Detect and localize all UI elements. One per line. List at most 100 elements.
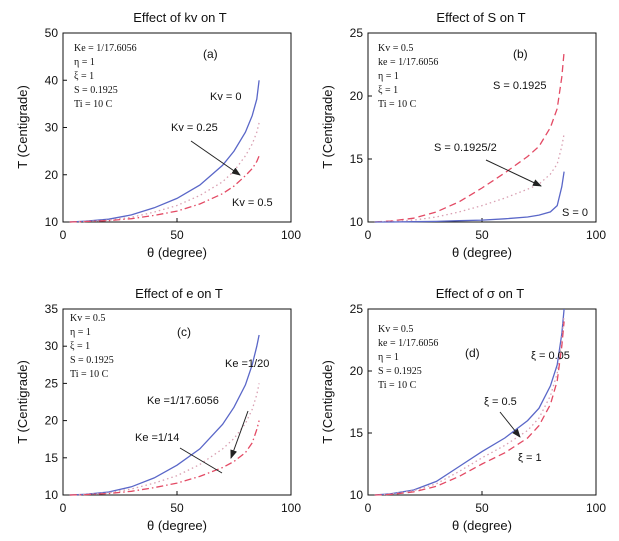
panel-b-title: Effect of S on T xyxy=(436,10,525,25)
panel-d-ytick-label: 20 xyxy=(350,364,364,378)
panel-c-note-ke14: Ke =1/14 xyxy=(135,432,179,444)
panel-d-param-5: Ti = 10 C xyxy=(378,380,417,391)
panel-b-param-5: Ti = 10 C xyxy=(378,99,417,110)
panel-c-ytick-label: 10 xyxy=(45,488,59,502)
panel-d-note-xi1: ξ = 1 xyxy=(518,452,542,464)
panel-a-note-kv025: Kv = 0.25 xyxy=(171,122,218,134)
panel-a-series-3-line xyxy=(69,155,260,223)
panel-a-xlabel: θ (degree) xyxy=(147,245,207,260)
panel-b-arrow xyxy=(485,159,542,187)
panel-c-tag: (c) xyxy=(177,325,191,339)
panel-b-series-3-line xyxy=(374,171,565,223)
panel-c-xlabel: θ (degree) xyxy=(147,518,207,533)
panel-b-xtick-label: 50 xyxy=(475,228,489,242)
panel-a-series-1-line xyxy=(69,80,260,223)
panel-b-note-s1: S = 0.1925 xyxy=(493,80,547,92)
panel-a-param-1: Ke = 1/17.6056 xyxy=(74,43,137,54)
panel-d: Effect of σ on T 0 50 100 10 15 20 25 T (Centi… xyxy=(320,286,606,533)
panel-a-ytick-label: 50 xyxy=(45,26,59,40)
panel-a: Effect of kv on T 0 50 100 10 20 30 40 50 T (Ce… xyxy=(15,10,301,260)
panel-b-axes-box xyxy=(367,32,597,223)
panel-b-ytick-label: 10 xyxy=(350,215,364,229)
panel-b-param-4: ξ = 1 xyxy=(378,85,398,96)
panel-c-param-2: η = 1 xyxy=(70,327,91,338)
panel-a-tag: (a) xyxy=(203,47,218,61)
panel-a-xtick-label: 100 xyxy=(281,228,301,242)
panel-c-series-2-line xyxy=(69,383,260,496)
panel-c-note-ke20: Ke =1/20 xyxy=(225,358,269,370)
panel-b-ytick-label: 15 xyxy=(350,152,364,166)
panel-a-param-4: S = 0.1925 xyxy=(74,85,118,96)
panel-a-title: Effect of kv on T xyxy=(133,10,227,25)
panel-b-param-2: ke = 1/17.6056 xyxy=(378,57,438,68)
panel-a-param-5: Ti = 10 C xyxy=(74,99,113,110)
panel-d-xtick-label: 50 xyxy=(475,501,489,515)
panel-b-note-s2: S = 0.1925/2 xyxy=(434,142,497,154)
panel-c-arrow xyxy=(230,410,249,459)
panel-c-series-3-line xyxy=(69,420,260,496)
panel-c-leader xyxy=(179,447,223,474)
panel-c: Effect of e on T 0 50 100 10 15 20 25 30 35 T (C… xyxy=(15,286,301,533)
panel-b-ylabel: T (Centigrade) xyxy=(320,85,335,169)
panel-d-ytick-label: 15 xyxy=(350,426,364,440)
panel-b-ytick-label: 25 xyxy=(350,26,364,40)
panel-b-series-1-line xyxy=(374,51,565,223)
panel-d-xlabel: θ (degree) xyxy=(452,518,512,533)
panel-d-xtick-label: 100 xyxy=(586,501,606,515)
panel-d-series-1-line xyxy=(374,308,565,496)
panel-a-ytick-label: 10 xyxy=(45,215,59,229)
panel-b-xtick-label: 0 xyxy=(365,228,372,242)
panel-d-note-xi05: ξ = 0.5 xyxy=(484,396,517,408)
panel-c-ytick-label: 35 xyxy=(45,302,59,316)
panel-a-ytick-label: 40 xyxy=(45,73,59,87)
panel-b: Effect of S on T 0 50 100 10 15 20 25 T (Centi… xyxy=(320,10,606,260)
panel-d-param-3: η = 1 xyxy=(378,352,399,363)
panel-a-arrow xyxy=(190,140,241,176)
panel-c-param-1: Kv = 0.5 xyxy=(70,313,105,324)
panel-a-xtick-label: 0 xyxy=(60,228,67,242)
panel-c-ytick-label: 20 xyxy=(45,414,59,428)
panel-c-ytick-label: 15 xyxy=(45,451,59,465)
panel-b-param-1: Kv = 0.5 xyxy=(378,43,413,54)
panel-a-param-3: ξ = 1 xyxy=(74,71,94,82)
panel-c-note-ke17: Ke =1/17.6056 xyxy=(147,395,219,407)
panel-a-ytick-label: 20 xyxy=(45,168,59,182)
panel-b-tag: (b) xyxy=(513,47,528,61)
panel-c-axes-box xyxy=(62,308,292,496)
panel-a-ylabel: T (Centigrade) xyxy=(15,85,30,169)
panel-b-xlabel: θ (degree) xyxy=(452,245,512,260)
panel-c-ytick-label: 30 xyxy=(45,339,59,353)
panel-d-ylabel: T (Centigrade) xyxy=(320,360,335,444)
panel-c-xtick-label: 0 xyxy=(60,501,67,515)
panel-d-series-3-line xyxy=(374,321,565,496)
panel-c-ytick-label: 25 xyxy=(45,376,59,390)
panel-d-xtick-label: 0 xyxy=(365,501,372,515)
panel-a-axes-box xyxy=(62,32,292,223)
panel-a-note-kv05: Kv = 0.5 xyxy=(232,197,273,209)
panel-c-series-1-line xyxy=(69,334,260,496)
panel-d-param-4: S = 0.1925 xyxy=(378,366,422,377)
panel-d-param-2: ke = 1/17.6056 xyxy=(378,338,438,349)
panel-c-param-4: S = 0.1925 xyxy=(70,355,114,366)
panel-c-ylabel: T (Centigrade) xyxy=(15,360,30,444)
panel-b-note-s0: S = 0 xyxy=(562,207,588,219)
panel-c-xtick-label: 100 xyxy=(281,501,301,515)
panel-d-ytick-label: 25 xyxy=(350,302,364,316)
panel-c-param-5: Ti = 10 C xyxy=(70,369,109,380)
panel-b-xtick-label: 100 xyxy=(586,228,606,242)
panel-b-ytick-label: 20 xyxy=(350,89,364,103)
panel-d-title: Effect of σ on T xyxy=(436,286,525,301)
panel-a-xtick-label: 50 xyxy=(170,228,184,242)
panel-a-note-kv0: Kv = 0 xyxy=(210,91,242,103)
panel-d-tag: (d) xyxy=(465,346,480,360)
panel-b-param-3: η = 1 xyxy=(378,71,399,82)
panel-a-param-2: η = 1 xyxy=(74,57,95,68)
panel-c-title: Effect of e on T xyxy=(135,286,223,301)
panel-c-param-3: ξ = 1 xyxy=(70,341,90,352)
panel-d-param-1: Kv = 0.5 xyxy=(378,324,413,335)
panel-d-arrow xyxy=(499,411,521,438)
panel-d-note-xi005: ξ = 0.05 xyxy=(531,350,570,362)
panel-a-ytick-label: 30 xyxy=(45,121,59,135)
panel-d-ytick-label: 10 xyxy=(350,488,364,502)
